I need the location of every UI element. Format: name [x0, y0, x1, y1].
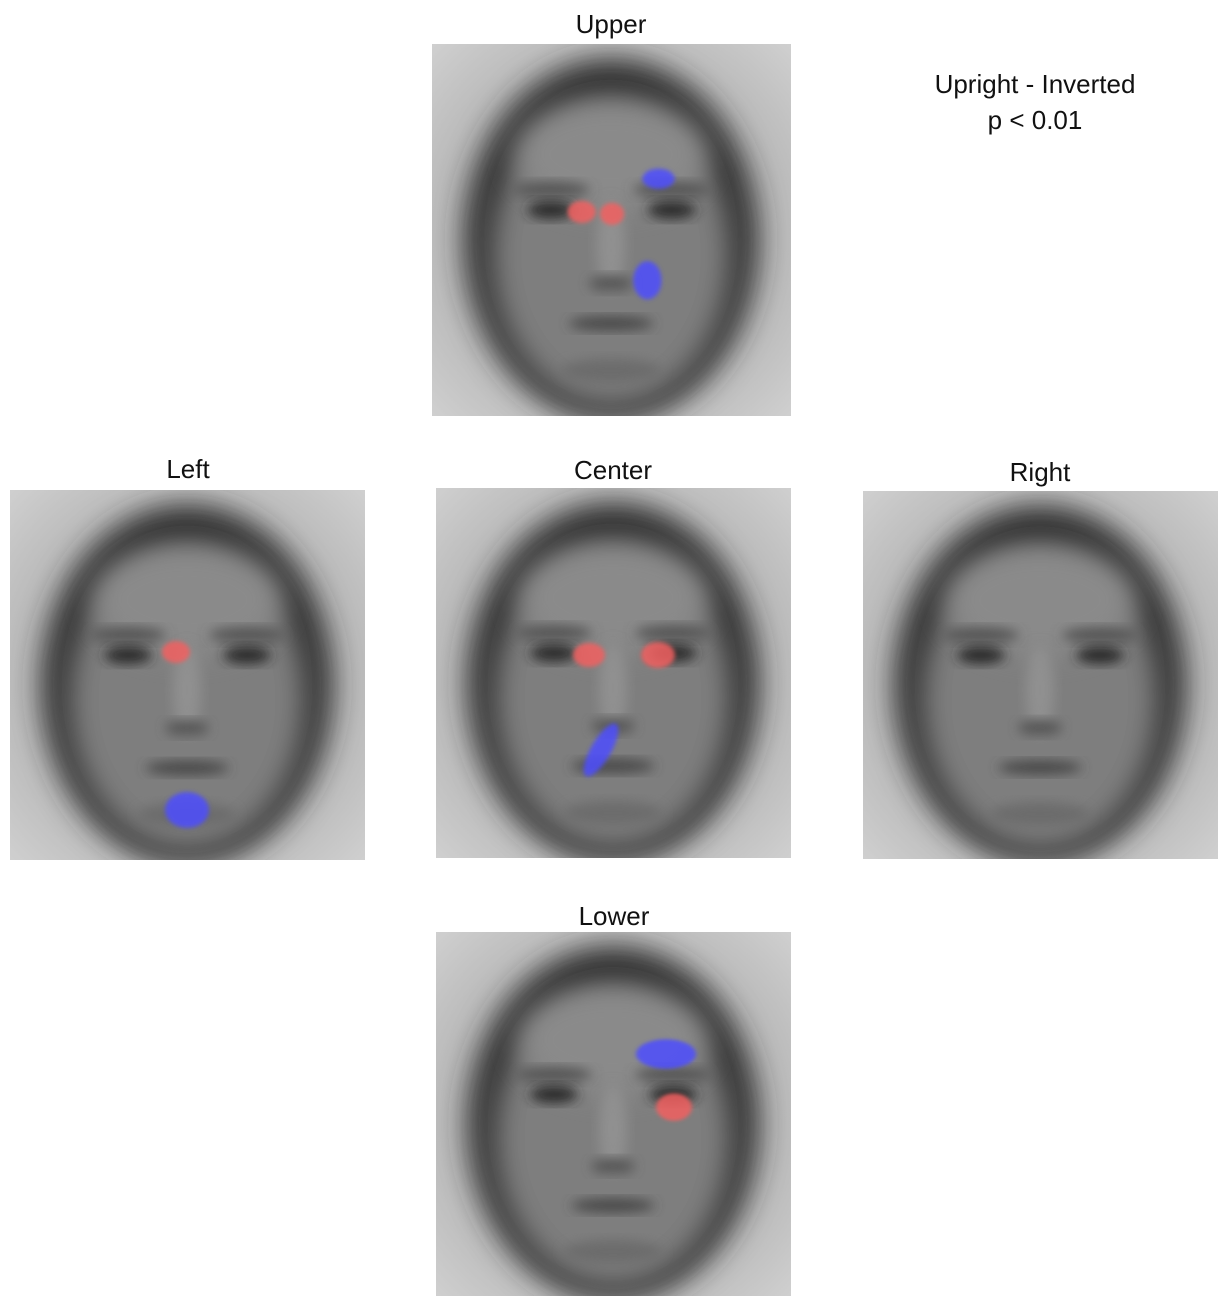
face-image: [863, 491, 1218, 864]
panel-title: Center: [574, 455, 652, 485]
red-cluster: [641, 642, 675, 668]
face-panel: [436, 488, 791, 863]
face-image: [432, 44, 791, 421]
red-cluster: [573, 643, 605, 667]
panel-title: Right: [1010, 457, 1071, 487]
annotation: p < 0.01: [988, 105, 1083, 135]
panel-title: Lower: [579, 901, 650, 931]
blue-cluster: [633, 261, 662, 300]
face-panel: [10, 490, 365, 865]
red-cluster: [567, 200, 596, 223]
annotation: Upright - Inverted: [935, 69, 1136, 99]
red-cluster: [656, 1093, 692, 1121]
red-cluster: [599, 202, 625, 225]
blue-cluster: [642, 168, 675, 189]
face-panel: [436, 932, 791, 1296]
panel-title: Left: [166, 454, 210, 484]
face-image: [436, 488, 791, 863]
blue-cluster: [165, 792, 209, 828]
blue-cluster: [583, 723, 619, 777]
red-cluster: [162, 641, 190, 663]
face-image: [436, 932, 791, 1296]
blue-cluster: [636, 1039, 696, 1069]
panel-title: Upper: [576, 9, 647, 39]
face-panel: [432, 44, 791, 421]
face-panel: [863, 491, 1218, 864]
